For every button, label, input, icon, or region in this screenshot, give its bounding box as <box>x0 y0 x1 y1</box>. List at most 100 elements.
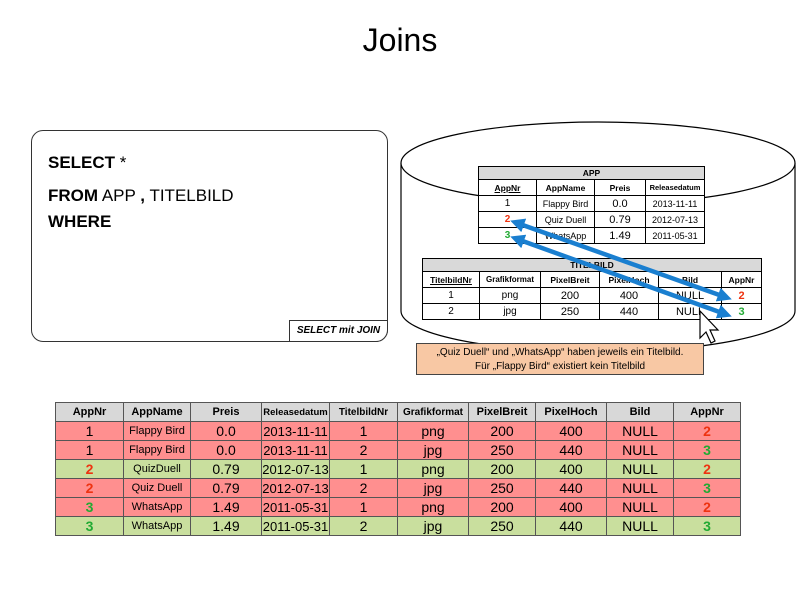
result-row: 3 WhatsApp 1.49 2011-05-31 1 png 200 400 NULL 2 <box>55 497 741 517</box>
result-cell-bild: NULL <box>606 459 674 479</box>
slide-title: Joins <box>362 22 438 58</box>
result-header-bild: Bild <box>606 402 674 422</box>
result-header-pixelhoch: PixelHoch <box>535 402 607 422</box>
result-cell-releasedatum: 2012-07-13 <box>261 478 330 498</box>
result-cell-bild: NULL <box>606 497 674 517</box>
result-cell-titelbildnr: 1 <box>329 421 398 441</box>
result-row: 3 WhatsApp 1.49 2011-05-31 2 jpg 250 440 NULL 3 <box>55 516 741 536</box>
result-cell-releasedatum: 2011-05-31 <box>261 497 330 517</box>
sql-from-table-app: APP <box>101 186 136 205</box>
sql-select-keyword: SELECT <box>48 153 116 172</box>
arrow-appnr-2 <box>510 218 732 302</box>
explanation-note: „Quiz Duell“ und „WhatsApp“ haben jeweil… <box>416 343 704 375</box>
result-row: 2 QuizDuell 0.79 2012-07-13 1 png 200 400 NULL 2 <box>55 459 741 479</box>
result-cell-titelbildnr: 1 <box>329 459 398 479</box>
result-cell-preis: 0.0 <box>190 421 262 441</box>
result-header-grafikformat: Grafikformat <box>397 402 469 422</box>
app-row: 1 Flappy Bird 0.0 2013-11-11 <box>478 195 705 212</box>
result-cell-appnr-2: 2 <box>673 421 741 441</box>
result-cell-preis: 1.49 <box>190 516 262 536</box>
result-row: 2 Quiz Duell 0.79 2012-07-13 2 jpg 250 440 NULL 3 <box>55 478 741 498</box>
result-header-appnr: AppNr <box>55 402 124 422</box>
result-cell-appnr-2: 3 <box>673 516 741 536</box>
result-cell-pixelhoch: 400 <box>535 421 607 441</box>
result-header-titelbildnr: TitelbildNr <box>329 402 398 422</box>
result-cell-appname: Flappy Bird <box>123 440 191 460</box>
result-cell-appnr: 1 <box>55 421 124 441</box>
result-cell-appnr-2: 3 <box>673 478 741 498</box>
result-cell-appname: QuizDuell <box>123 459 191 479</box>
result-cell-pixelhoch: 440 <box>535 516 607 536</box>
result-cell-appnr: 2 <box>55 478 124 498</box>
result-cell-pixelbreit: 250 <box>468 516 536 536</box>
result-cell-grafikformat: png <box>397 421 469 441</box>
result-cell-preis: 1.49 <box>190 497 262 517</box>
result-cell-titelbildnr: 2 <box>329 478 398 498</box>
result-header-releasedatum: Releasedatum <box>261 402 330 422</box>
result-cell-pixelhoch: 400 <box>535 459 607 479</box>
result-cell-pixelbreit: 250 <box>468 440 536 460</box>
result-cell-releasedatum: 2013-11-11 <box>261 421 330 441</box>
result-cell-pixelhoch: 440 <box>535 440 607 460</box>
result-cell-pixelbreit: 200 <box>468 459 536 479</box>
sql-where-line: WHERE <box>48 212 111 232</box>
result-cell-releasedatum: 2011-05-31 <box>261 516 330 536</box>
result-cell-appnr: 1 <box>55 440 124 460</box>
result-cell-bild: NULL <box>606 478 674 498</box>
result-cell-appname: Quiz Duell <box>123 478 191 498</box>
result-cell-titelbildnr: 2 <box>329 440 398 460</box>
result-cell-appnr-2: 2 <box>673 497 741 517</box>
result-cell-pixelbreit: 200 <box>468 497 536 517</box>
sql-select-line: SELECT * <box>48 153 126 173</box>
sql-select-star: * <box>115 153 127 172</box>
result-cell-grafikformat: jpg <box>397 516 469 536</box>
result-cell-titelbildnr: 2 <box>329 516 398 536</box>
result-cell-appnr: 3 <box>55 516 124 536</box>
result-cell-appname: Flappy Bird <box>123 421 191 441</box>
sql-footer-label: SELECT mit JOIN <box>289 320 388 342</box>
join-result-table: AppNr AppName Preis Releasedatum Titelbi… <box>55 402 741 536</box>
result-cell-appnr-2: 3 <box>673 440 741 460</box>
sql-from-table-titelbild: TITELBILD <box>149 186 234 205</box>
result-cell-bild: NULL <box>606 440 674 460</box>
result-cell-pixelbreit: 250 <box>468 478 536 498</box>
sql-from-keyword: FROM <box>48 186 99 205</box>
sql-from-line: FROM APP , TITELBILD <box>48 186 234 206</box>
arrow-appnr-3 <box>510 234 732 319</box>
result-cell-grafikformat: png <box>397 459 469 479</box>
app-table-caption: APP <box>478 166 705 180</box>
result-cell-grafikformat: jpg <box>397 478 469 498</box>
result-cell-grafikformat: png <box>397 497 469 517</box>
result-header-appnr-2: AppNr <box>673 402 741 422</box>
result-row: 1 Flappy Bird 0.0 2013-11-11 2 jpg 250 440 NULL 3 <box>55 440 741 460</box>
result-cell-preis: 0.79 <box>190 459 262 479</box>
result-cell-appnr-2: 2 <box>673 459 741 479</box>
sql-comma: , <box>140 186 146 205</box>
result-cell-appnr: 3 <box>55 497 124 517</box>
result-cell-pixelhoch: 440 <box>535 478 607 498</box>
result-cell-bild: NULL <box>606 516 674 536</box>
note-line-1: „Quiz Duell“ und „WhatsApp“ haben jeweil… <box>436 347 684 358</box>
result-cell-titelbildnr: 1 <box>329 497 398 517</box>
result-cell-preis: 0.0 <box>190 440 262 460</box>
result-cell-releasedatum: 2013-11-11 <box>261 440 330 460</box>
result-header-preis: Preis <box>190 402 262 422</box>
result-rows: 1 Flappy Bird 0.0 2013-11-11 1 png 200 400 NULL 2… <box>55 421 741 536</box>
result-cell-releasedatum: 2012-07-13 <box>261 459 330 479</box>
result-cell-preis: 0.79 <box>190 478 262 498</box>
result-cell-bild: NULL <box>606 421 674 441</box>
result-cell-appname: WhatsApp <box>123 497 191 517</box>
result-row: 1 Flappy Bird 0.0 2013-11-11 1 png 200 400 NULL 2 <box>55 421 741 441</box>
note-line-2: Für „Flappy Bird“ existiert kein Titelbi… <box>474 361 646 372</box>
result-cell-pixelbreit: 200 <box>468 421 536 441</box>
app-header-releasedatum: Releasedatum <box>645 179 705 196</box>
mouse-cursor-icon <box>699 309 720 344</box>
result-cell-appname: WhatsApp <box>123 516 191 536</box>
result-cell-grafikformat: jpg <box>397 440 469 460</box>
result-header-appname: AppName <box>123 402 191 422</box>
result-cell-pixelhoch: 400 <box>535 497 607 517</box>
sql-query-box: SELECT * FROM APP , TITELBILD WHERE SELE… <box>31 130 388 342</box>
result-header-pixelbreit: PixelBreit <box>468 402 536 422</box>
sql-where-keyword: WHERE <box>48 212 112 231</box>
